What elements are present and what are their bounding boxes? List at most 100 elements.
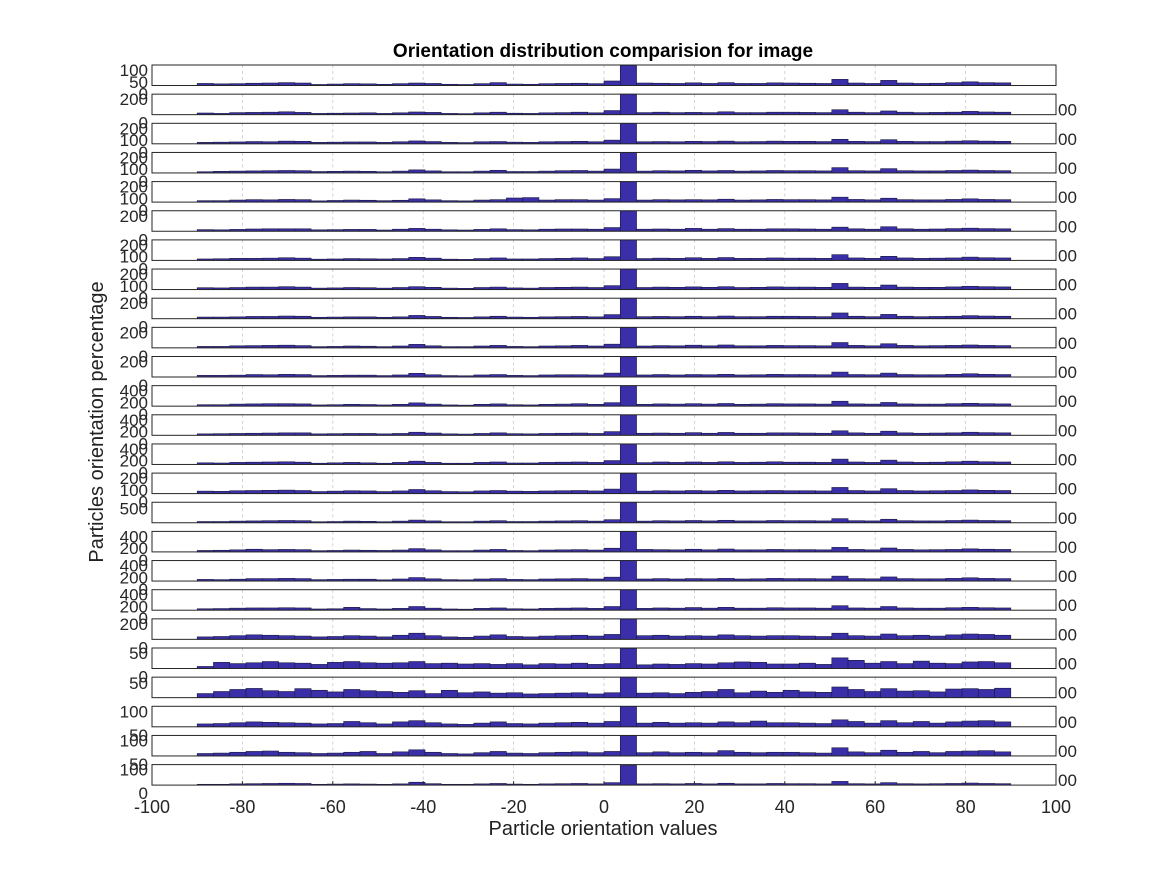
histogram-bar: [603, 692, 621, 698]
histogram-bar: [343, 751, 361, 757]
histogram-bar: [782, 722, 800, 728]
histogram-bar: [880, 547, 898, 553]
histogram-bar: [408, 577, 426, 582]
histogram-bar: [603, 606, 621, 611]
histogram-bar: [945, 751, 963, 757]
histogram-bar: [880, 518, 898, 524]
y-tick-label: 100: [120, 131, 148, 150]
right-tick-label: 00: [1058, 246, 1077, 265]
histogram-bar: [522, 664, 540, 669]
subplot-axes-box: [151, 676, 1057, 699]
subplot-axes-box: [151, 443, 1057, 465]
histogram-bar: [977, 750, 995, 757]
histogram-bar: [245, 634, 263, 640]
histogram-bar: [880, 661, 898, 669]
histogram-bar: [424, 722, 442, 728]
y-tick-label: 200: [120, 207, 148, 226]
y-tick-label: 50: [129, 726, 148, 745]
histogram-bar: [571, 751, 589, 757]
histogram-bar: [603, 227, 621, 232]
subplot-axes-box: [151, 530, 1057, 553]
histogram-bar: [831, 254, 849, 261]
histogram-bar: [798, 662, 816, 669]
right-tick-label: 00: [1058, 713, 1077, 732]
y-tick-label: 0: [139, 114, 148, 133]
histogram-bar: [701, 691, 719, 698]
histogram-bar: [278, 662, 296, 669]
histogram-bar: [554, 663, 572, 669]
histogram-bar: [619, 414, 637, 436]
x-axis-label: Particle orientation values: [488, 818, 717, 840]
histogram-bar: [766, 692, 784, 698]
histogram-bar: [278, 722, 296, 728]
histogram-bar: [733, 692, 751, 698]
histogram-bar: [619, 239, 637, 261]
y-tick-label: 0: [139, 259, 148, 278]
y-tick-label: 0: [139, 143, 148, 162]
histogram-bar: [880, 343, 898, 349]
histogram-bar: [880, 749, 898, 757]
right-tick-label: 00: [1058, 567, 1077, 586]
histogram-bar: [619, 65, 637, 86]
y-tick-label: 100: [120, 277, 148, 296]
histogram-bar: [619, 473, 637, 494]
histogram-bar: [619, 531, 637, 553]
histogram-bar: [880, 284, 898, 290]
subplot-axes-box: [151, 705, 1057, 728]
subplot-axes-box: [151, 647, 1057, 669]
histogram-bar: [831, 719, 849, 728]
y-tick-label: 100: [120, 761, 148, 780]
histogram-bar: [603, 110, 621, 115]
subplot-axes-box: [151, 268, 1057, 291]
histogram-bar: [603, 751, 621, 757]
histogram-bar: [717, 634, 735, 640]
histogram-bar: [619, 297, 637, 320]
subplot-axes-box: [151, 472, 1057, 495]
histogram-bar: [831, 167, 849, 174]
y-tick-label: 0: [139, 463, 148, 482]
y-tick-label: 50: [129, 73, 148, 92]
histogram-bar: [310, 664, 328, 669]
histogram-bar: [880, 226, 898, 232]
histogram-bar: [880, 430, 898, 436]
histogram-bar: [636, 664, 654, 669]
histogram-bar: [294, 688, 312, 698]
histogram-bar: [213, 662, 231, 669]
histogram-bar: [538, 663, 556, 669]
histogram-bar: [961, 750, 979, 757]
right-tick-label: 00: [1058, 771, 1077, 790]
histogram-bar: [896, 751, 914, 757]
y-tick-label: 50: [129, 644, 148, 663]
histogram-bar: [619, 385, 637, 407]
histogram-bar: [847, 659, 865, 669]
histogram-bar: [229, 635, 247, 640]
histogram-bar: [408, 344, 426, 349]
histogram-bar: [961, 688, 979, 698]
histogram-bar: [815, 664, 833, 669]
y-axis-label: Particles orientation percentage: [86, 281, 108, 562]
histogram-bar: [538, 722, 556, 728]
subplot-panel: 50 00: [129, 674, 1077, 703]
right-tick-label: 00: [1058, 421, 1077, 440]
histogram-bar: [636, 722, 654, 728]
histogram-bar: [685, 635, 702, 640]
histogram-bar: [880, 633, 898, 640]
histogram-bar: [880, 80, 898, 86]
histogram-bar: [196, 693, 214, 698]
histogram-bar: [880, 459, 898, 465]
histogram-bar: [278, 691, 296, 698]
histogram-bar: [668, 693, 686, 698]
y-tick-label: 200: [120, 119, 148, 138]
histogram-bar: [912, 634, 930, 640]
histogram-bar: [408, 720, 426, 728]
histogram-bar: [766, 751, 784, 757]
y-tick-label: 200: [120, 423, 148, 442]
histogram-bar: [880, 110, 898, 115]
histogram-bar: [522, 197, 540, 203]
histogram-bar: [603, 168, 621, 174]
y-tick-label: 200: [120, 393, 148, 412]
histogram-bar: [392, 692, 410, 698]
